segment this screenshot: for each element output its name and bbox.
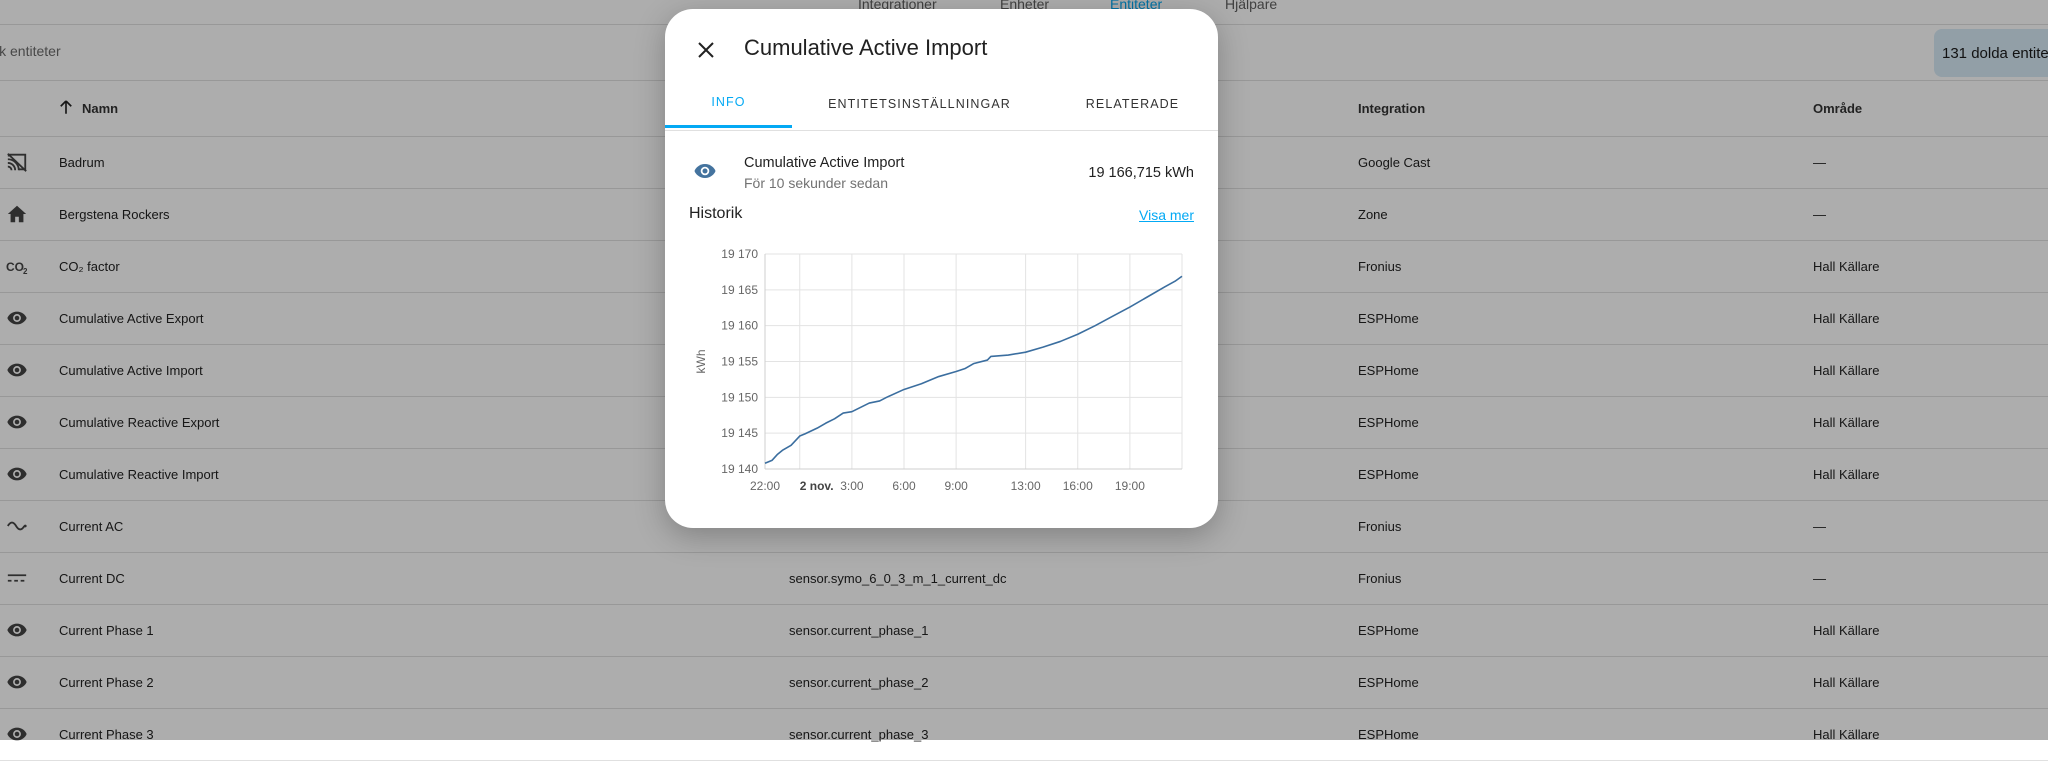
x-tick-label: 9:00 [944,479,968,493]
row-area: — [1813,519,1826,534]
row-integration: ESPHome [1358,675,1419,690]
x-tick-label: 3:00 [840,479,864,493]
row-area: — [1813,155,1826,170]
row-area: Hall Källare [1813,363,1880,378]
x-tick-label: 19:00 [1115,479,1145,493]
table-row[interactable]: Current Phase 1 sensor.current_phase_1 ESP… [0,605,2048,657]
eye-icon [6,723,30,745]
y-tick-label: 19 165 [721,283,758,297]
column-header-integration[interactable]: Integration [1358,101,1426,116]
row-name: Bergstena Rockers [59,207,170,222]
row-entity-id: sensor.symo_6_0_3_m_1_current_dc [789,571,1007,586]
x-tick-label: 13:00 [1011,479,1041,493]
row-integration: ESPHome [1358,467,1419,482]
current-ac-icon [6,515,30,537]
row-name: Cumulative Active Export [59,311,204,326]
svg-text:CO: CO [6,260,24,274]
state-last-changed: För 10 sekunder sedan [744,175,888,191]
y-tick-label: 19 155 [721,355,758,369]
x-tick-label: 22:00 [750,479,780,493]
state-entity-name: Cumulative Active Import [744,155,905,171]
x-tick-label: 2 nov. [800,479,834,493]
y-tick-label: 19 170 [721,247,758,261]
row-integration: Fronius [1358,571,1402,586]
tab-related[interactable]: RELATERADE [1085,96,1180,111]
table-row[interactable]: Current AC Fronius — [0,501,2048,553]
more-info-dialog: Cumulative Active Import INFO ENTITETSIN… [665,9,1218,528]
tab-info[interactable]: INFO [665,79,792,128]
column-header-area[interactable]: Område [1813,101,1863,116]
show-more-link[interactable]: Visa mer [1139,207,1194,223]
row-name: Current AC [59,519,124,534]
y-tick-label: 19 140 [721,462,758,476]
eye-icon [6,411,30,433]
x-tick-label: 16:00 [1063,479,1093,493]
y-axis-label: kWh [694,350,708,374]
eye-icon [6,307,30,329]
row-name: Current DC [59,571,125,586]
current-dc-icon [6,567,30,589]
dialog-title: Cumulative Active Import [744,35,988,60]
x-tick-label: 6:00 [892,479,916,493]
home-icon [6,203,30,225]
row-area: Hall Källare [1813,311,1880,326]
eye-icon [6,619,30,641]
row-name: Cumulative Reactive Import [59,467,219,482]
eye-icon [6,359,30,381]
cast-off-icon [6,151,30,173]
eye-icon [6,463,30,485]
row-name: CO₂ factor [59,259,120,274]
row-integration: ESPHome [1358,727,1419,742]
row-integration: ESPHome [1358,415,1419,430]
row-area: Hall Källare [1813,259,1880,274]
row-integration: ESPHome [1358,311,1419,326]
history-chart[interactable]: 19 140 19 145 19 150 19 155 19 160 19 165 19 1… [685,233,1200,503]
sort-ascending-icon[interactable] [57,98,75,122]
dialog-tabs: INFO ENTITETSINSTÄLLNINGAR RELATERADE [665,79,1218,131]
row-integration: ESPHome [1358,623,1419,638]
row-area: Hall Källare [1813,467,1880,482]
y-tick-label: 19 145 [721,426,758,440]
row-area: Hall Källare [1813,675,1880,690]
row-name: Cumulative Active Import [59,363,203,378]
hidden-entities-label: 131 dolda entiteter [1942,45,2048,62]
hidden-entities-chip[interactable]: 131 dolda entiteter [1934,29,2048,77]
row-name: Current Phase 2 [59,675,154,690]
state-card[interactable]: Cumulative Active Import För 10 sekunder… [665,143,1218,199]
row-area: Hall Källare [1813,415,1880,430]
table-row[interactable]: Current DC sensor.symo_6_0_3_m_1_current_… [0,553,2048,605]
close-button[interactable] [685,29,727,71]
row-entity-id: sensor.current_phase_2 [789,675,929,690]
y-tick-label: 19 150 [721,390,758,404]
column-header-name[interactable]: Namn [82,101,119,116]
row-integration: Fronius [1358,519,1402,534]
table-row[interactable]: Current Phase 2 sensor.current_phase_2 ESP… [0,657,2048,709]
row-name: Current Phase 3 [59,727,154,742]
row-area: Hall Källare [1813,623,1880,638]
row-integration: ESPHome [1358,363,1419,378]
tab-entity-settings[interactable]: ENTITETSINSTÄLLNINGAR [828,96,1011,111]
series-line [764,275,1183,465]
history-title: Historik [689,205,743,222]
svg-text:2: 2 [23,267,28,276]
row-entity-id: sensor.current_phase_3 [789,727,929,742]
row-area: — [1813,571,1826,586]
search-input[interactable]: Sök entiteter [0,43,61,59]
row-integration: Zone [1358,207,1388,222]
row-area: — [1813,207,1826,222]
y-tick-label: 19 160 [721,319,758,333]
row-integration: Fronius [1358,259,1402,274]
row-entity-id: sensor.current_phase_1 [789,623,929,638]
eye-icon [6,671,30,693]
row-name: Current Phase 1 [59,623,154,638]
row-area: Hall Källare [1813,727,1880,742]
close-icon [698,42,714,58]
state-value: 19 166,715 kWh [1088,165,1194,181]
row-integration: Google Cast [1358,155,1431,170]
eye-icon [694,164,716,178]
row-name: Badrum [59,155,105,170]
row-name: Cumulative Reactive Export [59,415,220,430]
nav-helpers[interactable]: Hjälpare [1225,0,1278,12]
co2-icon: CO 2 [6,255,30,277]
